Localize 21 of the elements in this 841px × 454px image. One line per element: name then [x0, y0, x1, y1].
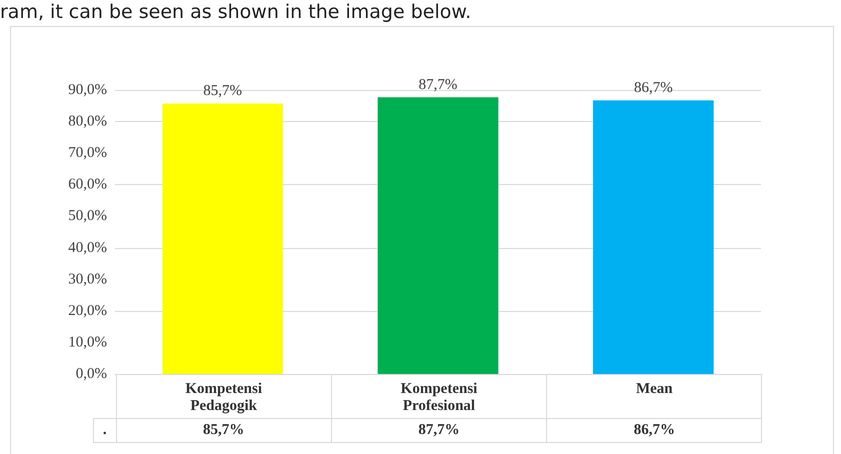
text: ram, it can be seen as shown in the image below. [0, 1, 472, 23]
y-tick-label: 90,0% [68, 82, 107, 98]
y-tick-label: 0,0% [76, 366, 107, 382]
y-tick-label: 40,0% [68, 240, 107, 256]
x-tick-label: Mean [546, 374, 762, 418]
y-tick-label: 60,0% [68, 176, 107, 193]
y-tick-label: 30,0% [68, 271, 107, 288]
text: 85,7% [203, 83, 242, 100]
data-label: 85,7% [116, 418, 332, 442]
y-tick-label: 80,0% [68, 114, 107, 130]
y-tick-label: 50,0% [68, 208, 107, 224]
x-tick-label: Kompetensi Profesional [331, 374, 547, 418]
text: 87,7% [418, 76, 458, 93]
y-tick-label: 10,0% [68, 334, 107, 350]
text: 86,7% [634, 80, 673, 96]
text: . [94, 418, 116, 442]
y-tick-label: 20,0% [68, 302, 107, 319]
data-label: 86,7% [546, 418, 762, 442]
data-label: 87,7% [331, 418, 547, 442]
y-tick-label: 70,0% [68, 145, 107, 162]
x-tick-label: Kompetensi Pedagogik [116, 374, 332, 418]
